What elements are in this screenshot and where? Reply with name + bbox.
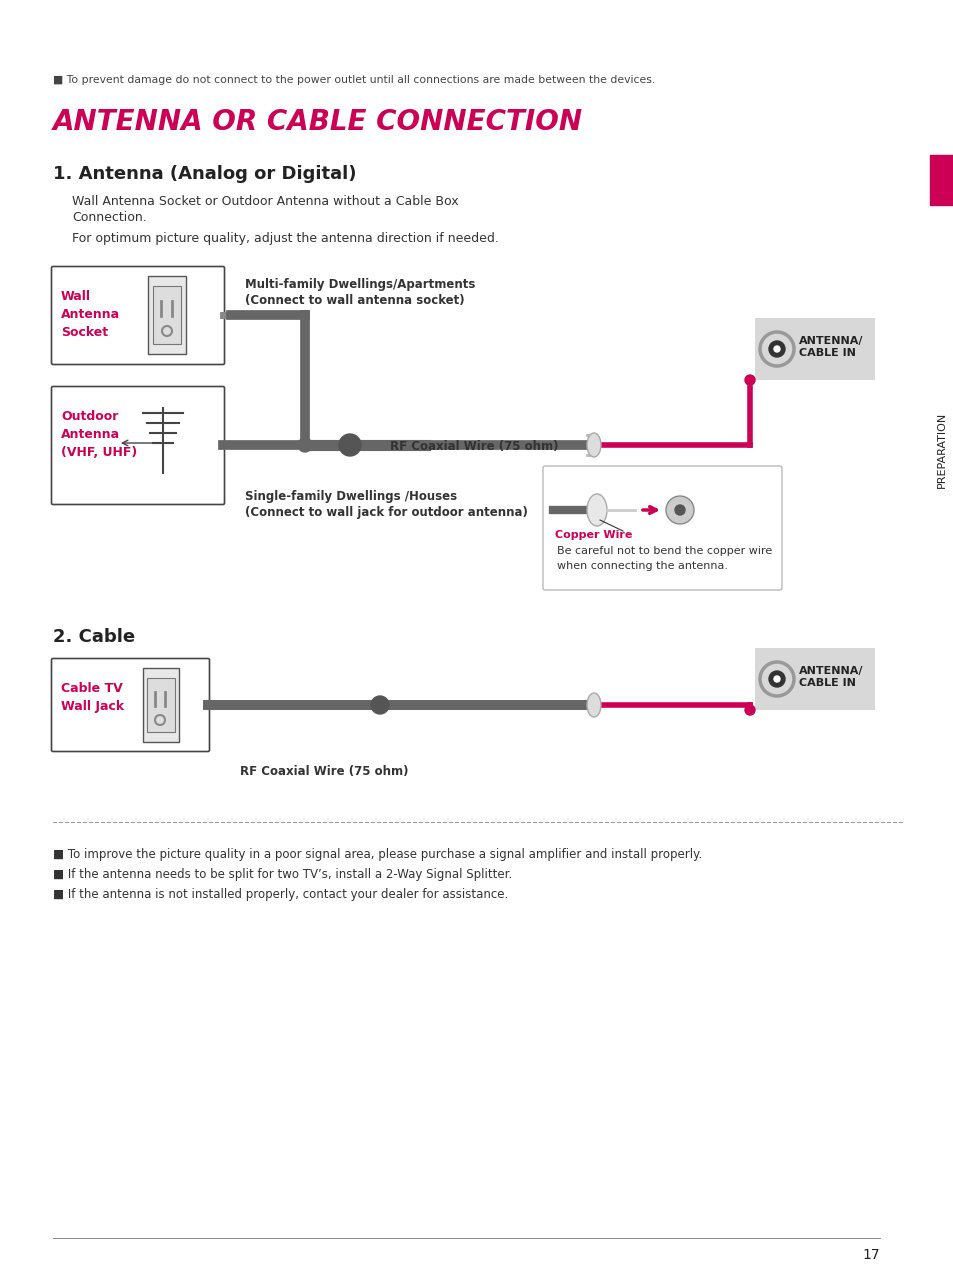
Text: Multi-family Dwellings/Apartments: Multi-family Dwellings/Apartments xyxy=(245,279,475,291)
Circle shape xyxy=(744,705,754,715)
Text: Wall
Antenna
Socket: Wall Antenna Socket xyxy=(61,290,120,340)
Circle shape xyxy=(773,346,780,352)
Circle shape xyxy=(768,341,784,357)
FancyBboxPatch shape xyxy=(51,659,210,752)
Bar xyxy=(754,318,874,380)
Text: ■ If the antenna needs to be split for two TV’s, install a 2-Way Signal Splitter: ■ If the antenna needs to be split for t… xyxy=(53,868,512,881)
Text: RF Coaxial Wire (75 ohm): RF Coaxial Wire (75 ohm) xyxy=(240,764,408,778)
Circle shape xyxy=(768,672,784,687)
FancyBboxPatch shape xyxy=(51,267,224,365)
Text: PREPARATION: PREPARATION xyxy=(936,412,946,488)
Bar xyxy=(148,276,186,354)
FancyBboxPatch shape xyxy=(51,387,224,505)
Circle shape xyxy=(675,505,684,515)
Text: 17: 17 xyxy=(862,1248,879,1262)
Text: Outdoor
Antenna
(VHF, UHF): Outdoor Antenna (VHF, UHF) xyxy=(61,410,137,459)
Circle shape xyxy=(371,696,389,714)
Text: Be careful not to bend the copper wire
when connecting the antenna.: Be careful not to bend the copper wire w… xyxy=(557,546,771,571)
Text: Wall Antenna Socket or Outdoor Antenna without a Cable Box: Wall Antenna Socket or Outdoor Antenna w… xyxy=(71,195,458,209)
Bar xyxy=(754,647,874,710)
Text: 2. Cable: 2. Cable xyxy=(53,628,135,646)
Text: Connection.: Connection. xyxy=(71,211,147,224)
Circle shape xyxy=(773,675,780,682)
Circle shape xyxy=(744,375,754,385)
FancyBboxPatch shape xyxy=(542,466,781,590)
Text: 1. Antenna (Analog or Digital): 1. Antenna (Analog or Digital) xyxy=(53,165,356,183)
Ellipse shape xyxy=(586,432,600,457)
Text: (Connect to wall antenna socket): (Connect to wall antenna socket) xyxy=(245,294,464,307)
Bar xyxy=(929,155,953,205)
Bar xyxy=(147,678,174,731)
Ellipse shape xyxy=(586,494,606,527)
Ellipse shape xyxy=(586,693,600,717)
Text: Copper Wire: Copper Wire xyxy=(555,530,632,541)
Text: ■ To improve the picture quality in a poor signal area, please purchase a signal: ■ To improve the picture quality in a po… xyxy=(53,848,701,861)
Circle shape xyxy=(665,496,693,524)
Text: ANTENNA/
CABLE IN: ANTENNA/ CABLE IN xyxy=(799,667,862,688)
Text: ANTENNA/
CABLE IN: ANTENNA/ CABLE IN xyxy=(799,336,862,359)
Text: Cable TV
Wall Jack: Cable TV Wall Jack xyxy=(61,682,124,714)
Text: ■ To prevent damage do not connect to the power outlet until all connections are: ■ To prevent damage do not connect to th… xyxy=(53,75,655,85)
Text: For optimum picture quality, adjust the antenna direction if needed.: For optimum picture quality, adjust the … xyxy=(71,232,498,245)
Circle shape xyxy=(297,438,312,452)
Text: RF Coaxial Wire (75 ohm): RF Coaxial Wire (75 ohm) xyxy=(390,440,558,453)
Text: Single-family Dwellings /Houses: Single-family Dwellings /Houses xyxy=(245,490,456,502)
Bar xyxy=(152,286,181,343)
Text: ■ If the antenna is not installed properly, contact your dealer for assistance.: ■ If the antenna is not installed proper… xyxy=(53,888,508,901)
Text: (Connect to wall jack for outdoor antenna): (Connect to wall jack for outdoor antenn… xyxy=(245,506,527,519)
Circle shape xyxy=(338,434,360,455)
Bar xyxy=(143,668,179,742)
Text: ANTENNA OR CABLE CONNECTION: ANTENNA OR CABLE CONNECTION xyxy=(53,108,582,136)
